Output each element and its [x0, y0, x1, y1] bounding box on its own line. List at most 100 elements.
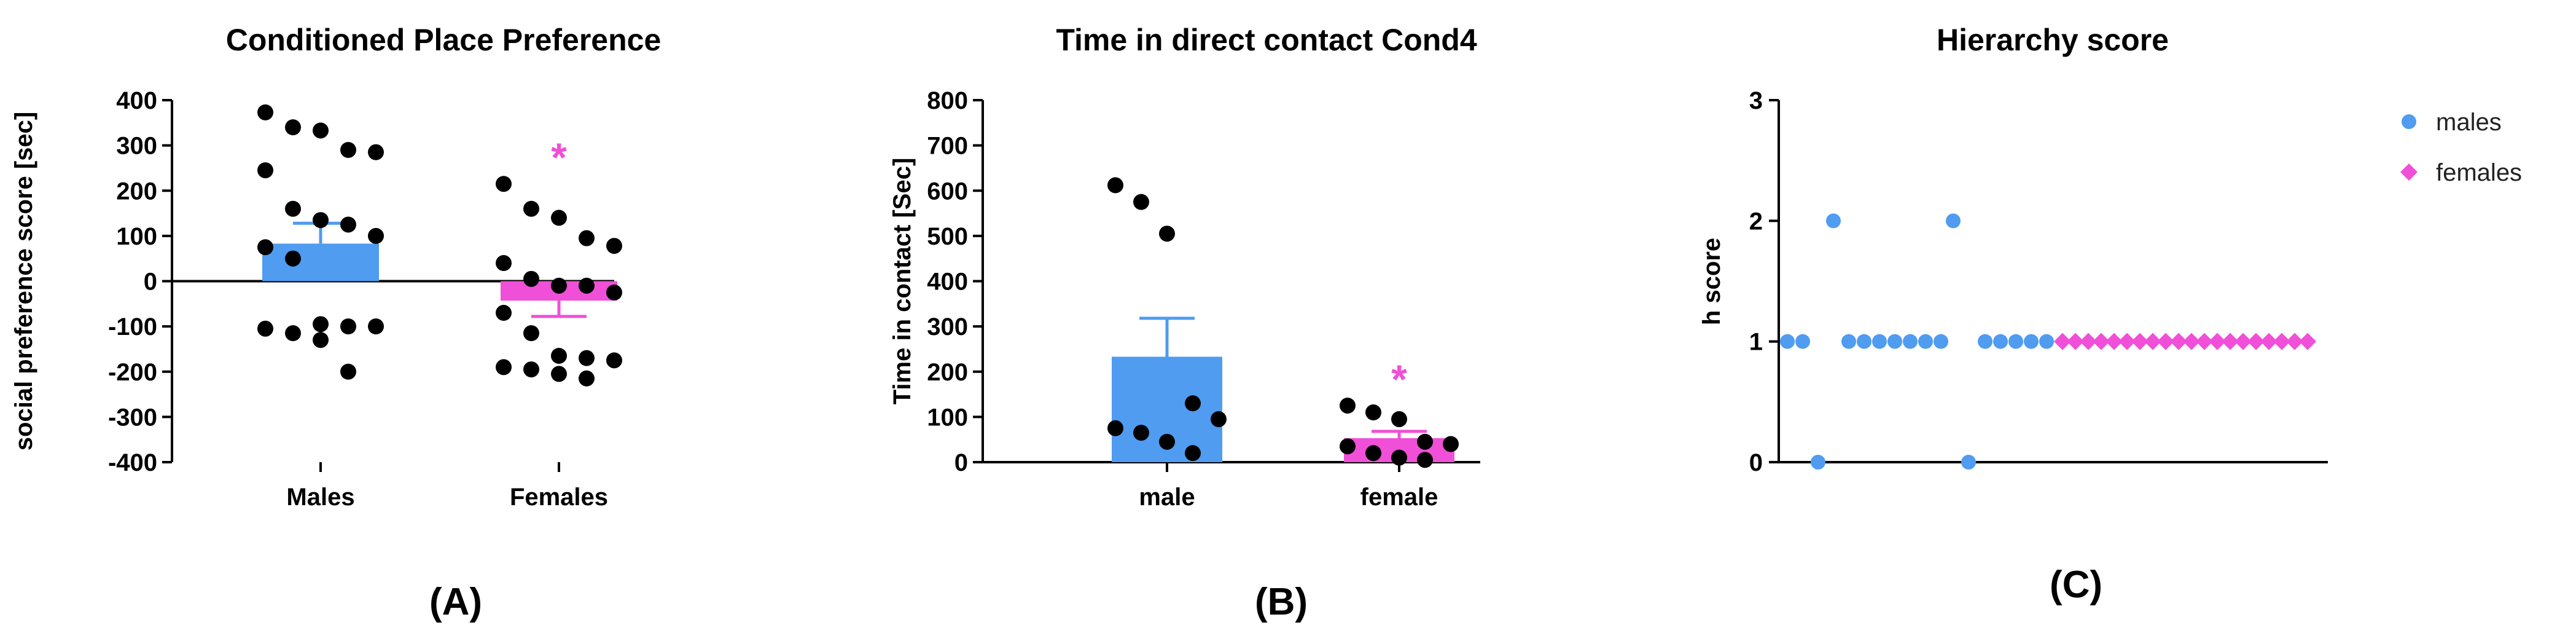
significance-marker: *	[551, 135, 567, 180]
female-point	[2286, 332, 2303, 350]
y-tick-label: 3	[1749, 87, 1763, 114]
data-point	[496, 255, 512, 272]
male-point	[1887, 334, 1902, 349]
data-point	[579, 230, 595, 246]
data-point	[285, 250, 301, 267]
data-point	[257, 104, 273, 120]
data-point	[1340, 438, 1356, 455]
panel-a: Conditioned Place Preference social prefe…	[10, 23, 661, 623]
data-point	[579, 350, 595, 366]
y-tick-label: -300	[108, 404, 157, 431]
data-point	[1417, 433, 1433, 450]
panel-label: (B)	[1255, 581, 1308, 623]
y-tick-label: 400	[116, 87, 157, 114]
panel-label: (C)	[2050, 564, 2102, 606]
data-point	[340, 216, 356, 233]
male-point	[1872, 334, 1887, 349]
female-point	[2273, 332, 2290, 350]
male-point	[1795, 334, 1810, 349]
y-tick-label: -100	[108, 313, 157, 340]
female-point	[2144, 332, 2161, 350]
y-tick-label: 0	[954, 449, 968, 476]
y-tick-label: -400	[108, 449, 157, 476]
y-tick-label: 600	[927, 178, 968, 205]
female-point	[2054, 332, 2071, 350]
female-point	[2157, 332, 2174, 350]
male-point	[2039, 334, 2054, 349]
y-tick-label: -200	[108, 359, 157, 386]
data-point	[1365, 404, 1381, 421]
data-point	[313, 212, 329, 229]
data-point	[340, 318, 356, 335]
male-point	[1918, 334, 1933, 349]
data-point	[551, 347, 567, 364]
y-tick-label: 100	[116, 223, 157, 250]
data-point	[368, 227, 384, 244]
chart-title: Conditioned Place Preference	[226, 23, 662, 57]
data-point	[1211, 411, 1227, 428]
data-point	[1417, 452, 1433, 468]
y-tick-label: 200	[116, 178, 157, 205]
y-tick-label: 300	[927, 313, 968, 340]
data-point	[1185, 445, 1201, 462]
data-point	[606, 284, 622, 301]
female-point	[2093, 332, 2110, 350]
x-tick-label: Females	[510, 484, 608, 511]
legend-label-males: males	[2436, 109, 2502, 136]
data-point	[551, 366, 567, 382]
data-point	[1133, 425, 1149, 441]
female-point	[2106, 332, 2123, 350]
data-point	[523, 200, 539, 217]
data-point	[257, 162, 273, 179]
female-point	[2234, 332, 2252, 350]
data-point	[606, 238, 622, 254]
data-point	[1107, 177, 1123, 194]
data-point	[1185, 395, 1201, 412]
male-point	[1841, 334, 1856, 349]
data-point	[1391, 411, 1407, 428]
y-tick-label: 300	[116, 133, 157, 160]
female-point	[2222, 332, 2239, 350]
data-point	[1159, 433, 1175, 450]
y-tick-label: 1	[1749, 329, 1763, 356]
female-point	[2260, 332, 2277, 350]
data-point	[523, 361, 539, 378]
panel-label: (A)	[429, 581, 482, 623]
x-tick-label: male	[1139, 484, 1195, 511]
data-point	[340, 363, 356, 380]
male-point	[1903, 334, 1918, 349]
data-point	[1391, 449, 1407, 466]
male-point	[1934, 334, 1948, 349]
male-point	[2024, 334, 2039, 349]
data-point	[523, 325, 539, 342]
y-tick-label: 0	[144, 269, 157, 296]
legend-marker-males	[2402, 114, 2416, 129]
male-point	[1811, 455, 1825, 470]
y-axis-label: social preference score [sec]	[10, 112, 37, 450]
data-point	[340, 141, 356, 158]
legend-marker-females	[2400, 163, 2418, 181]
data-point	[606, 352, 622, 369]
bar-males	[262, 243, 379, 281]
female-point	[2247, 332, 2265, 350]
male-point	[1946, 213, 1961, 229]
y-tick-label: 800	[927, 87, 968, 114]
male-point	[1857, 334, 1872, 349]
data-point	[285, 200, 301, 217]
y-tick-label: 2	[1749, 208, 1763, 235]
data-point	[496, 305, 512, 321]
data-point	[257, 239, 273, 256]
data-point	[1443, 436, 1459, 452]
data-point	[285, 325, 301, 342]
x-tick-label: Males	[286, 484, 354, 511]
female-point	[2299, 332, 2316, 350]
female-point	[2183, 332, 2200, 350]
y-tick-label: 700	[927, 133, 968, 160]
data-point	[1107, 420, 1123, 436]
male-point	[1961, 455, 1976, 470]
male-point	[1993, 334, 2008, 349]
data-point	[313, 316, 329, 332]
chart-title: Time in direct contact Cond4	[1056, 23, 1477, 57]
data-point	[285, 119, 301, 136]
